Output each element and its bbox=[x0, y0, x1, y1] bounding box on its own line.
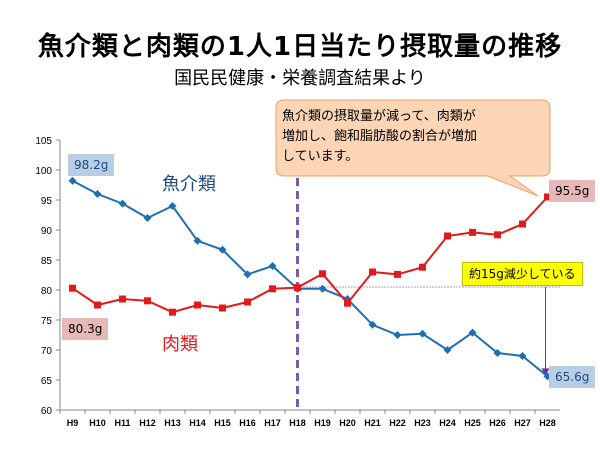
callout-text: 魚介類の摂取量が減って、肉類が 増加し、飽和脂肪酸の割合が増加 しています。 bbox=[282, 107, 550, 167]
data-point bbox=[319, 270, 326, 278]
series-line bbox=[72, 179, 549, 378]
data-point bbox=[494, 231, 501, 239]
data-point bbox=[393, 331, 402, 339]
chart-title: 魚介類と肉類の1人1日当たり摂取量の推移 bbox=[37, 32, 563, 62]
data-point bbox=[144, 297, 151, 305]
data-point bbox=[193, 236, 202, 245]
x-tick-label: H16 bbox=[239, 418, 256, 428]
x-tick-label: H27 bbox=[514, 418, 531, 428]
data-point bbox=[544, 193, 551, 201]
data-point bbox=[169, 308, 176, 316]
decrease-arrow-head bbox=[541, 368, 550, 376]
data-point bbox=[168, 202, 177, 210]
y-tick-label: 95 bbox=[41, 196, 53, 207]
data-point bbox=[419, 263, 426, 271]
data-point bbox=[118, 199, 127, 208]
data-point bbox=[143, 214, 152, 222]
x-tick-label: H23 bbox=[414, 418, 431, 428]
callout-bubble bbox=[275, 99, 551, 197]
data-point bbox=[194, 301, 201, 309]
y-tick-label: 90 bbox=[41, 226, 53, 237]
data-point bbox=[443, 346, 452, 354]
x-tick-label: H21 bbox=[364, 418, 381, 428]
fish-start-label: 98.2g bbox=[68, 154, 115, 176]
y-tick-label: 80 bbox=[41, 286, 53, 297]
data-point bbox=[519, 220, 526, 228]
data-point bbox=[218, 245, 227, 254]
x-tick-label: H24 bbox=[439, 418, 456, 428]
callout-line: 魚介類の摂取量が減って、肉類が bbox=[282, 109, 476, 124]
meat-end-label: 95.5g bbox=[549, 180, 596, 202]
x-tick-label: H10 bbox=[89, 418, 106, 428]
callout-line: 増加し、飽和脂肪酸の割合が増加 bbox=[282, 129, 478, 144]
x-tick-label: H9 bbox=[67, 418, 79, 428]
data-point bbox=[418, 329, 427, 338]
fish-end-label: 65.6g bbox=[549, 366, 596, 388]
data-point bbox=[469, 228, 476, 236]
data-point bbox=[368, 320, 377, 329]
y-tick-label: 105 bbox=[35, 136, 52, 147]
meat-series-name: 肉類 bbox=[162, 334, 198, 355]
series-line bbox=[71, 196, 549, 314]
x-tick-label: H22 bbox=[389, 418, 406, 428]
x-tick-label: H28 bbox=[539, 418, 556, 428]
data-point bbox=[93, 190, 102, 198]
y-tick-label: 75 bbox=[41, 316, 53, 327]
y-tick-label: 65 bbox=[41, 376, 53, 387]
data-point bbox=[344, 299, 351, 307]
data-point bbox=[518, 352, 527, 360]
data-point bbox=[269, 285, 276, 293]
data-point bbox=[444, 232, 451, 240]
x-tick-label: H15 bbox=[214, 418, 231, 428]
data-point bbox=[219, 304, 226, 312]
y-tick-label: 85 bbox=[41, 256, 53, 267]
data-point bbox=[394, 270, 401, 278]
x-tick-label: H14 bbox=[189, 418, 206, 428]
x-tick-label: H25 bbox=[464, 418, 481, 428]
data-point bbox=[244, 298, 251, 306]
data-point bbox=[294, 284, 301, 292]
x-tick-label: H11 bbox=[114, 418, 130, 428]
x-tick-label: H26 bbox=[489, 418, 506, 428]
x-tick-label: H17 bbox=[264, 418, 281, 428]
data-point bbox=[369, 268, 376, 276]
data-point bbox=[243, 270, 252, 279]
y-tick-label: 100 bbox=[35, 166, 52, 177]
meat-start-label: 80.3g bbox=[62, 318, 109, 340]
data-point bbox=[318, 284, 327, 293]
fish-series-name: 魚介類 bbox=[162, 174, 216, 195]
chart-subtitle: 国民民健康・栄養調査結果より bbox=[174, 68, 426, 89]
data-point bbox=[468, 328, 477, 337]
data-point bbox=[493, 349, 502, 357]
callout-line: しています。 bbox=[282, 149, 359, 164]
x-tick-label: H13 bbox=[164, 418, 181, 428]
data-point bbox=[94, 301, 101, 309]
x-tick-label: H19 bbox=[314, 418, 331, 428]
x-tick-label: H12 bbox=[139, 418, 156, 428]
x-tick-label: H18 bbox=[289, 418, 306, 428]
x-tick-label: H20 bbox=[339, 418, 356, 428]
data-point bbox=[69, 284, 76, 292]
decrease-note: 約15g減少している bbox=[462, 262, 583, 286]
data-point bbox=[68, 176, 77, 185]
y-tick-label: 60 bbox=[41, 406, 53, 417]
y-tick-label: 70 bbox=[41, 346, 53, 357]
data-point bbox=[268, 262, 277, 270]
data-point bbox=[119, 295, 126, 303]
